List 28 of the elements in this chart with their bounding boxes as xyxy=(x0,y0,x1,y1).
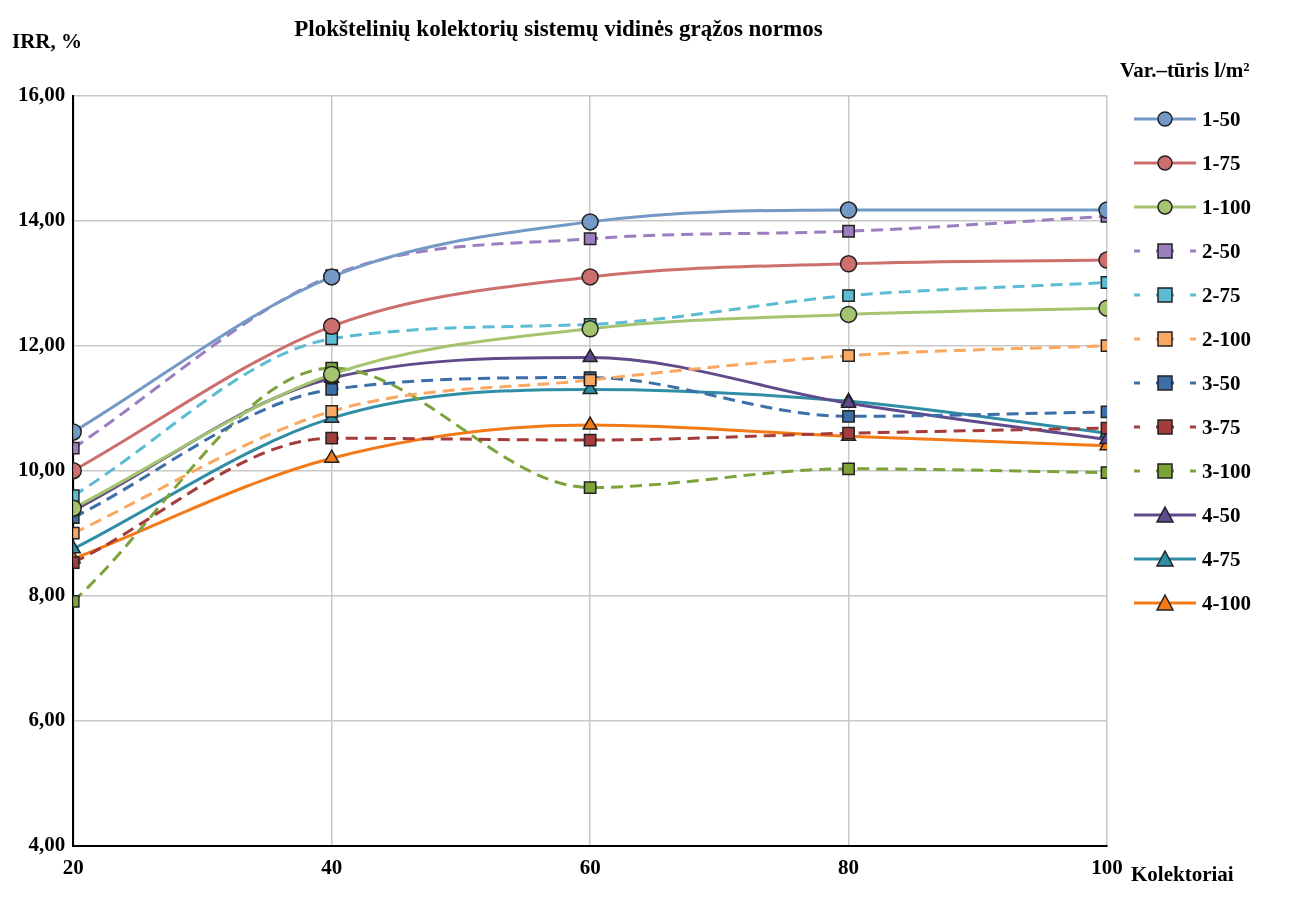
y-tick-label: 6,00 xyxy=(28,707,66,732)
x-tick-label: 80 xyxy=(838,854,860,879)
legend-label: 3-75 xyxy=(1202,414,1241,440)
legend-label: 3-50 xyxy=(1202,370,1241,396)
legend-label: 4-100 xyxy=(1202,590,1251,616)
x-axis-title: Kolektoriai xyxy=(1131,861,1234,886)
legend-label: 2-75 xyxy=(1202,282,1241,308)
x-tick-label: 20 xyxy=(62,854,84,879)
legend-label: 2-100 xyxy=(1202,326,1251,352)
legend-title: Var.–tūris l/m² xyxy=(1120,58,1251,83)
y-tick-label: 16,00 xyxy=(18,82,66,107)
x-tick-label: 100 xyxy=(1091,854,1123,879)
legend-label: 1-100 xyxy=(1202,194,1251,220)
y-tick-label: 8,00 xyxy=(28,582,66,607)
legend-label: 1-75 xyxy=(1202,150,1241,176)
y-tick-label: 12,00 xyxy=(18,332,66,357)
y-axis-title: IRR, % xyxy=(12,29,83,53)
legend-label: 4-75 xyxy=(1202,546,1241,572)
legend-label: 4-50 xyxy=(1202,502,1241,528)
y-tick-label: 4,00 xyxy=(28,832,66,857)
y-tick-label: 14,00 xyxy=(18,207,66,232)
legend-label: 2-50 xyxy=(1202,238,1241,264)
y-tick-label: 10,00 xyxy=(18,457,66,482)
chart-title: Plokštelinių kolektorių sistemų vidinės grąžos normos xyxy=(294,15,823,41)
x-tick-label: 60 xyxy=(579,854,601,879)
legend-label: 3-100 xyxy=(1202,458,1251,484)
legend-label: 1-50 xyxy=(1202,106,1241,132)
x-tick-label: 40 xyxy=(321,854,343,879)
